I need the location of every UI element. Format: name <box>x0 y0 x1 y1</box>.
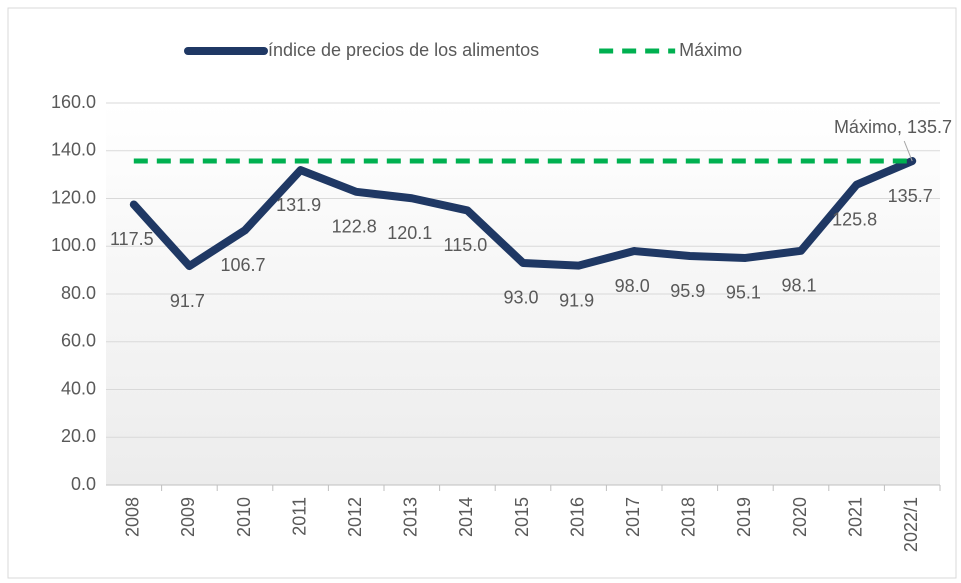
legend-label: Máximo <box>679 40 742 60</box>
series-line <box>129 157 917 271</box>
data-label: 125.8 <box>832 209 877 229</box>
data-label: 135.7 <box>888 186 933 206</box>
x-tick-label: 2008 <box>123 497 143 537</box>
x-tick-label: 2018 <box>679 497 699 537</box>
x-tick-label: 2011 <box>289 497 309 536</box>
y-tick-label: 20.0 <box>61 426 96 446</box>
data-label: 106.7 <box>220 255 265 275</box>
data-label: 120.1 <box>387 223 432 243</box>
data-label: 91.9 <box>559 290 594 310</box>
x-tick-label: 2017 <box>623 497 643 537</box>
y-tick-label: 100.0 <box>51 235 96 255</box>
x-tick-label: 2014 <box>456 497 476 537</box>
y-tick-label: 120.0 <box>51 187 96 207</box>
x-tick-label: 2019 <box>734 497 754 537</box>
data-label: 93.0 <box>503 288 538 308</box>
x-tick-label: 2020 <box>790 497 810 537</box>
x-tick-label: 2016 <box>567 497 587 537</box>
annotation: Máximo, 135.7 <box>834 117 952 137</box>
data-label: 131.9 <box>276 195 321 215</box>
x-tick-label: 2021 <box>845 497 865 537</box>
data-label: 91.7 <box>170 291 205 311</box>
x-tick-label: 2013 <box>401 497 421 537</box>
data-label: 95.1 <box>726 283 761 303</box>
x-tick-label: 2015 <box>512 497 532 537</box>
data-label: 98.0 <box>615 276 650 296</box>
y-tick-label: 0.0 <box>71 474 96 494</box>
x-tick-label: 2022/1 <box>901 497 921 552</box>
x-tick-label: 2009 <box>178 497 198 537</box>
annotation-leader <box>903 140 913 162</box>
data-label: 95.9 <box>670 281 705 301</box>
y-tick-label: 140.0 <box>51 140 96 160</box>
data-label: 115.0 <box>444 235 488 255</box>
y-tick-label: 60.0 <box>61 331 96 351</box>
y-tick-label: 40.0 <box>61 378 96 398</box>
x-tick-label: 2012 <box>345 497 365 537</box>
x-tick-label: 2010 <box>234 497 254 537</box>
legend-label: índice de precios de los alimentos <box>268 40 539 60</box>
y-tick-label: 80.0 <box>61 283 96 303</box>
y-tick-label: 160.0 <box>51 92 96 112</box>
data-label: 98.1 <box>781 276 816 296</box>
data-label: 122.8 <box>332 217 377 237</box>
data-label: 117.5 <box>110 229 154 249</box>
